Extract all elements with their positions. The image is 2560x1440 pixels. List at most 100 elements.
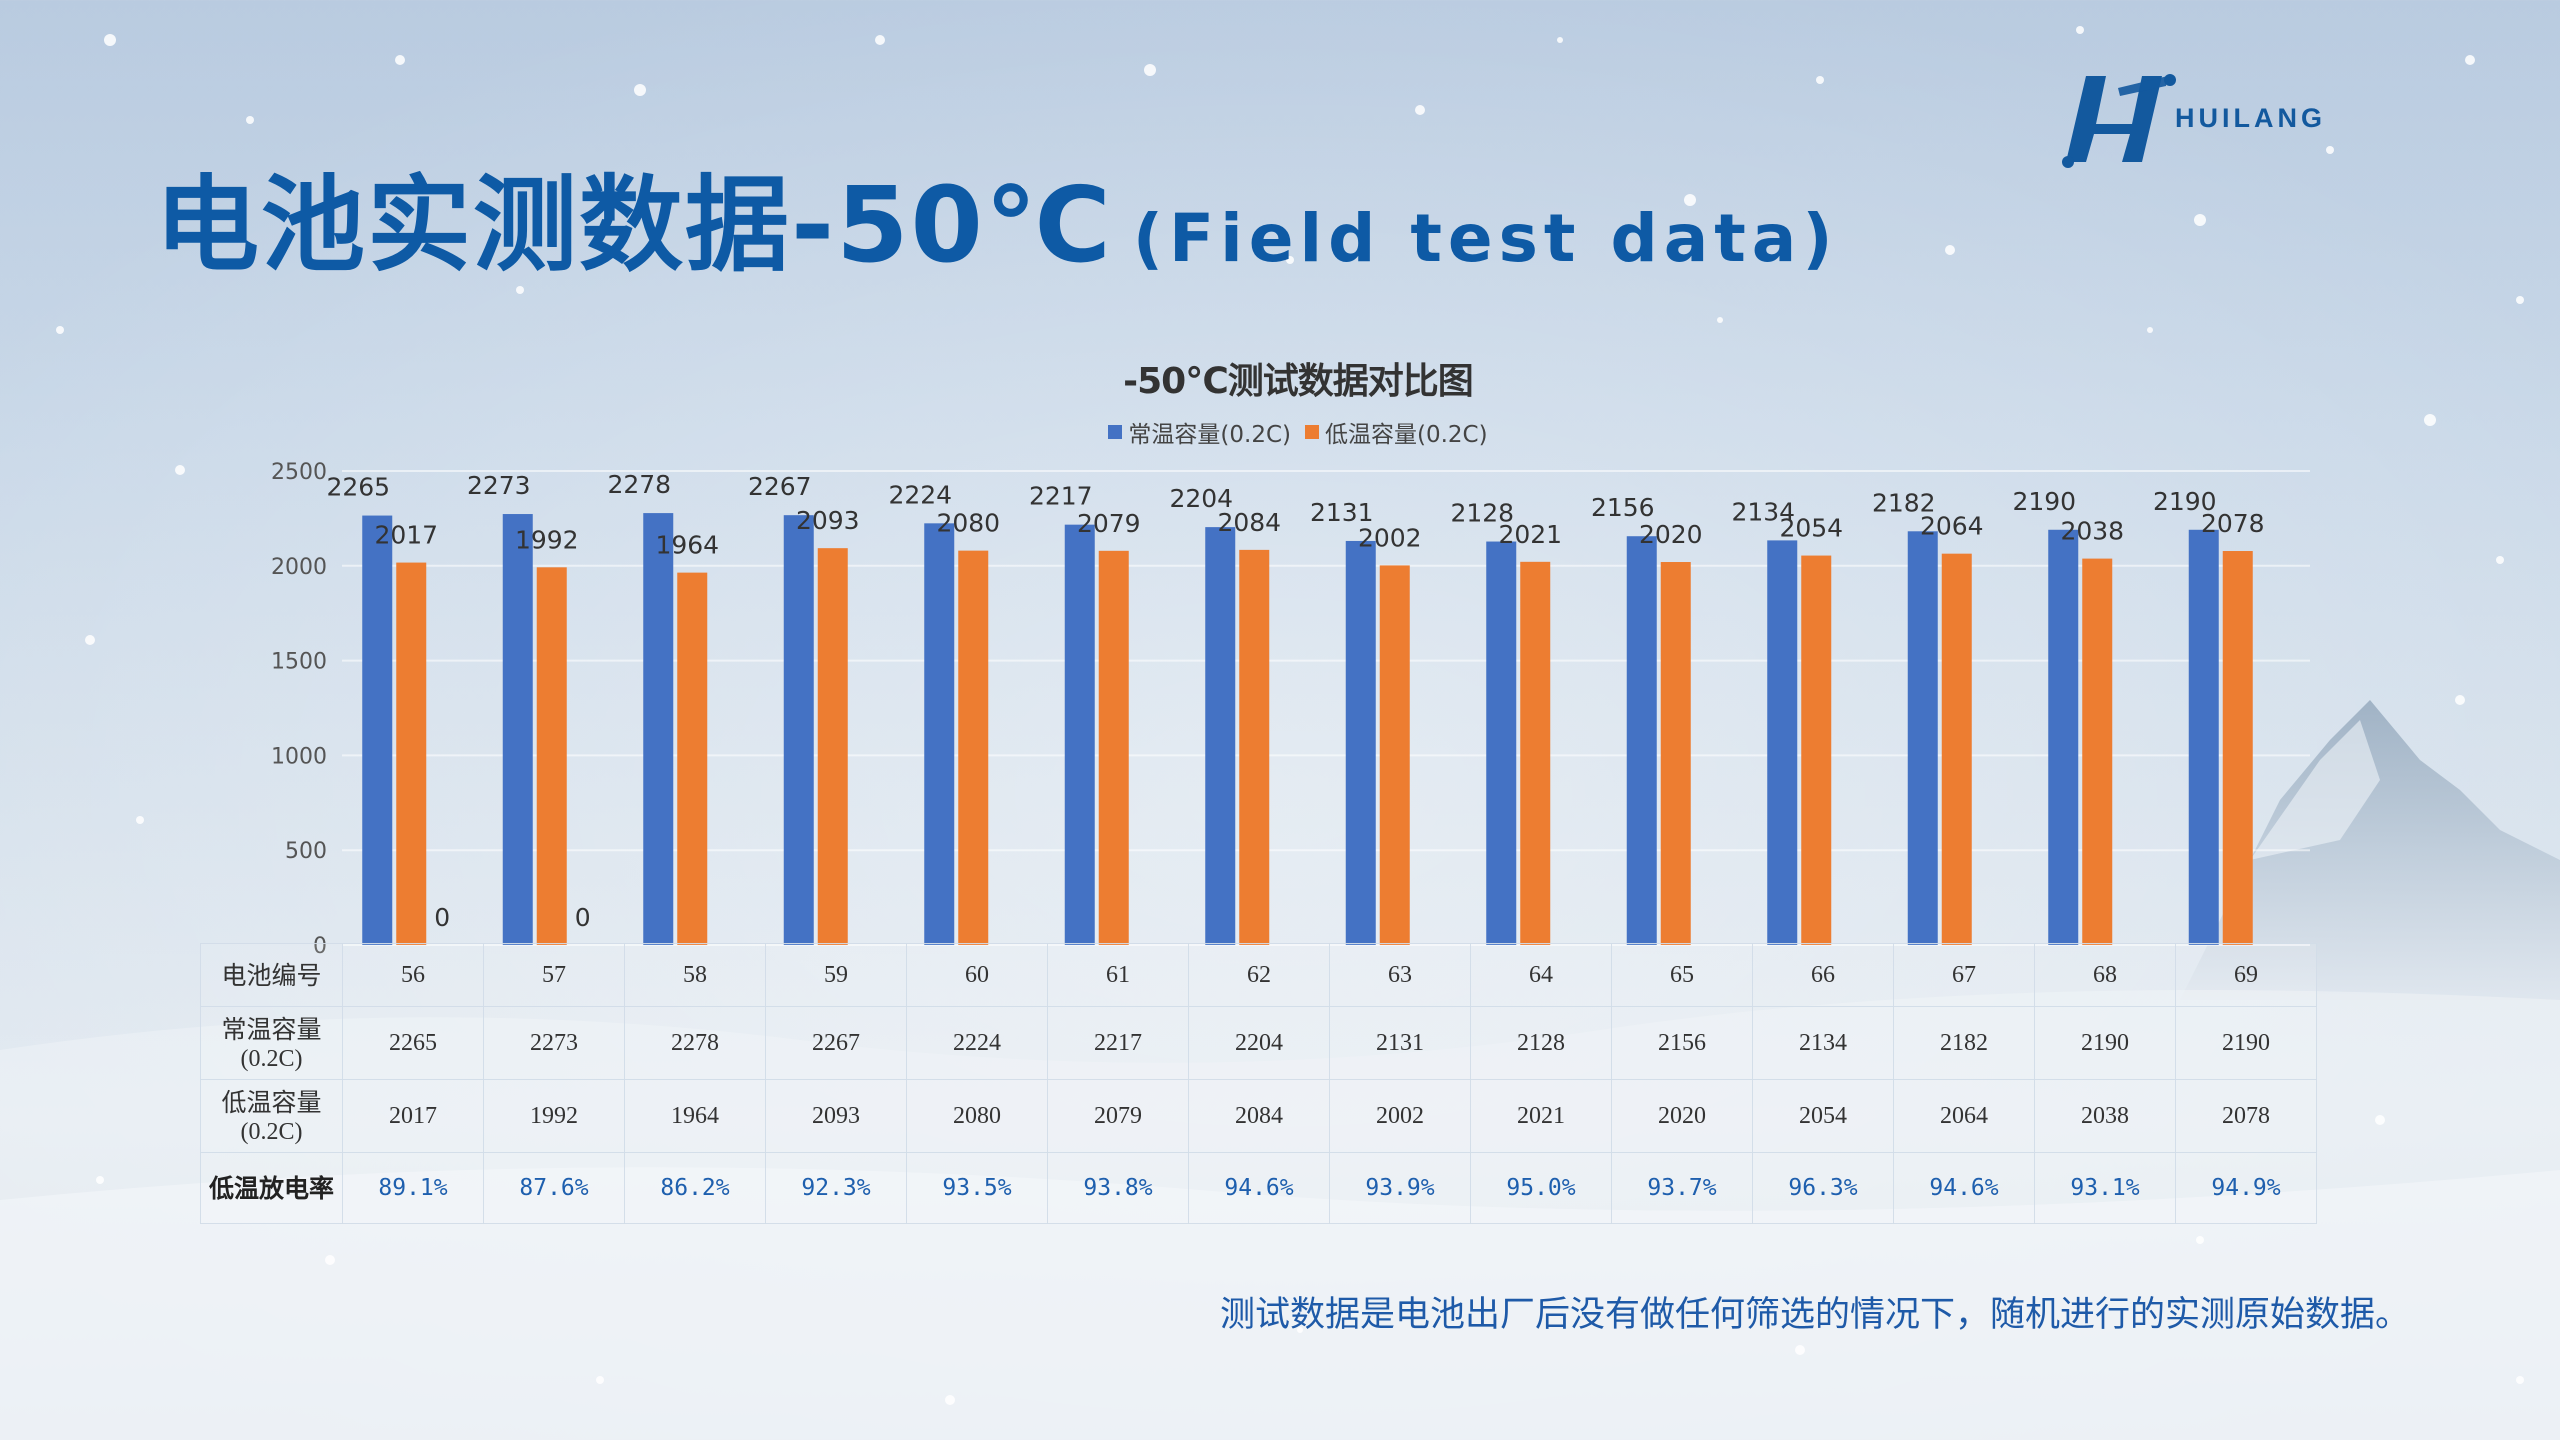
table-cell: 2190 [2175,1006,2317,1080]
table-cell: 2064 [1893,1079,2035,1153]
table-cell: 93.5% [906,1152,1048,1224]
bar-room-temp [1345,540,1376,945]
y-tick-label: 2000 [271,555,327,580]
table-cell: 2017 [342,1079,484,1153]
bar-low-temp [1239,549,1270,945]
data-label: 2093 [796,506,860,535]
footnote: 测试数据是电池出厂后没有做任何筛选的情况下，随机进行的实测原始数据。 [1219,1295,2410,1335]
chart-title: -50℃测试数据对比图 [1123,361,1474,402]
table-row: 低温放电率 89.1% 87.6% 86.2% 92.3% 93.5% 93.8% 94.6%… [200,1152,2317,1224]
bar-low-temp [1941,553,1972,945]
data-label: 2182 [1872,488,1936,517]
table-cell: 67 [1893,943,2035,1007]
table-cell: 94.6% [1188,1152,1330,1224]
y-tick-label: 2500 [271,460,327,485]
bar-low-temp [1379,565,1410,945]
bar-low-temp [2222,551,2253,945]
bar-low-temp [1098,550,1129,945]
table-cell: 96.3% [1752,1152,1894,1224]
data-label: 2217 [1029,482,1093,511]
table-cell: 1992 [483,1079,625,1153]
table-cell: 2079 [1047,1079,1189,1153]
table-cell: 2021 [1470,1079,1612,1153]
table-cell: 2084 [1188,1079,1330,1153]
data-label: 2020 [1639,520,1703,549]
table-cell: 2134 [1752,1006,1894,1080]
data-label-zero: 0 [575,903,591,932]
legend-item-series-1: 低温容量(0.2C) [1305,415,1488,449]
table-row-header-label: 电池编号 [221,960,322,990]
legend-swatch-series-1 [1305,425,1319,439]
table-row-header-sublabel: (0.2C) [240,1045,303,1072]
table-cell: 2093 [765,1079,907,1153]
table-cell: 1964 [624,1079,766,1153]
bar-low-temp [1520,561,1551,945]
data-label: 2190 [2153,487,2217,516]
table-cell: 94.9% [2175,1152,2317,1224]
huilang-h-logo-icon [2062,74,2176,168]
table-row-header-sublabel: (0.2C) [240,1118,303,1145]
table-cell: 59 [765,943,907,1007]
y-tick-label: 1500 [271,650,327,675]
table-cell: 66 [1752,943,1894,1007]
data-label: 2156 [1591,493,1655,522]
table-cell: 2224 [906,1006,1048,1080]
table-cell: 95.0% [1470,1152,1612,1224]
table-row-header: 低温容量 (0.2C) [200,1079,343,1153]
table-cell: 69 [2175,943,2317,1007]
data-label: 2002 [1358,523,1422,552]
data-label: 2267 [748,472,812,501]
table-cell: 2131 [1329,1006,1471,1080]
bar-low-temp [958,550,989,945]
table-row-header: 电池编号 [200,943,343,1007]
legend-label-series-0: 常温容量(0.2C) [1128,422,1291,448]
table-row: 电池编号 56 57 58 59 60 61 62 63 64 65 66 67 68 69 [200,943,2317,1007]
data-label: 2054 [1779,514,1843,543]
bar-room-temp [1486,541,1517,945]
table-cell: 2156 [1611,1006,1753,1080]
bar-room-temp [924,523,955,945]
bar-low-temp [677,572,708,945]
table-row-header-label: 低温放电率 [208,1173,334,1203]
table-cell: 60 [906,943,1048,1007]
table-cell: 57 [483,943,625,1007]
table-cell: 2002 [1329,1079,1471,1153]
data-label: 2064 [1920,512,1984,541]
table-cell: 2054 [1752,1079,1894,1153]
table-cell: 64 [1470,943,1612,1007]
table-row-header: 常温容量 (0.2C) [200,1006,343,1080]
table-cell: 2080 [906,1079,1048,1153]
data-label: 2079 [1077,509,1141,538]
table-row: 低温容量 (0.2C) 2017 1992 1964 2093 2080 2079 2084 20… [200,1079,2317,1153]
chart-legend: 常温容量(0.2C) 低温容量(0.2C) [0,415,2560,449]
data-label: 2278 [607,470,671,499]
data-label: 2084 [1217,508,1281,537]
table-cell: 2273 [483,1006,625,1080]
data-table: 电池编号 56 57 58 59 60 61 62 63 64 65 66 67 68 69 常温容量 (0.2… [200,943,2317,1224]
data-label: 1992 [515,525,579,554]
table-cell: 2182 [1893,1006,2035,1080]
page-title: 电池实测数据-50℃ (Field test data) [155,140,1838,291]
bar-room-temp [2048,529,2079,945]
data-label-zero: 0 [434,903,450,932]
table-cell: 56 [342,943,484,1007]
data-label: 2131 [1310,498,1374,527]
bar-low-temp [2082,558,2113,945]
table-cell: 2190 [2034,1006,2176,1080]
table-cell: 63 [1329,943,1471,1007]
table-cell: 86.2% [624,1152,766,1224]
table-cell: 61 [1047,943,1189,1007]
table-row-header-label: 低温容量 [221,1087,322,1117]
data-label: 2134 [1731,497,1795,526]
table-cell: 2217 [1047,1006,1189,1080]
table-cell: 58 [624,943,766,1007]
bar-room-temp [643,513,674,945]
table-cell: 94.6% [1893,1152,2035,1224]
bar-low-temp [817,548,848,945]
data-label: 2204 [1169,484,1233,513]
legend-item-series-0: 常温容量(0.2C) [1108,415,1291,449]
data-label: 2224 [888,480,952,509]
bar-room-temp [2188,529,2219,945]
table-cell: 2038 [2034,1079,2176,1153]
table-cell: 93.8% [1047,1152,1189,1224]
